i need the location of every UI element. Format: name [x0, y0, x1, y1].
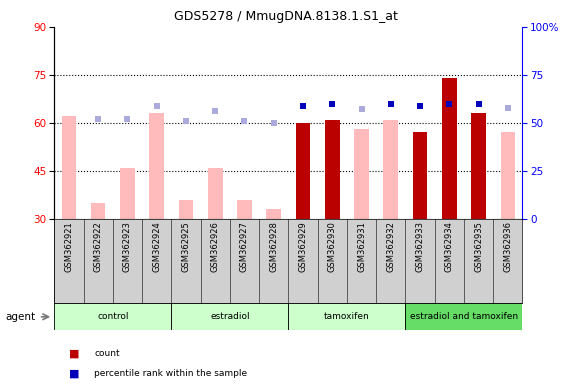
Text: control: control: [97, 312, 128, 321]
Text: GSM362928: GSM362928: [269, 222, 278, 272]
Text: estradiol and tamoxifen: estradiol and tamoxifen: [410, 312, 518, 321]
Bar: [179, 200, 193, 219]
Text: GSM362924: GSM362924: [152, 222, 161, 272]
Text: GSM362929: GSM362929: [299, 222, 308, 272]
Text: agent: agent: [6, 312, 36, 322]
Text: percentile rank within the sample: percentile rank within the sample: [94, 369, 247, 378]
Bar: [208, 168, 223, 219]
Bar: [354, 129, 369, 219]
Bar: [296, 123, 310, 219]
Text: GSM362927: GSM362927: [240, 222, 249, 272]
Text: GSM362932: GSM362932: [386, 222, 395, 272]
Text: GSM362922: GSM362922: [94, 222, 103, 272]
Text: GSM362926: GSM362926: [211, 222, 220, 272]
Text: GSM362925: GSM362925: [182, 222, 191, 272]
Bar: [171, 303, 288, 330]
Bar: [405, 303, 522, 330]
Bar: [54, 303, 171, 330]
Text: count: count: [94, 349, 120, 358]
Bar: [120, 168, 135, 219]
Bar: [501, 132, 515, 219]
Text: tamoxifen: tamoxifen: [324, 312, 370, 321]
Text: GSM362936: GSM362936: [503, 222, 512, 272]
Text: GSM362935: GSM362935: [474, 222, 483, 272]
Bar: [237, 200, 252, 219]
Bar: [325, 120, 340, 219]
Bar: [91, 203, 106, 219]
Text: GSM362933: GSM362933: [416, 222, 425, 272]
Bar: [384, 120, 398, 219]
Text: estradiol: estradiol: [210, 312, 250, 321]
Bar: [413, 132, 427, 219]
Text: GSM362931: GSM362931: [357, 222, 366, 272]
Bar: [150, 113, 164, 219]
Text: GSM362934: GSM362934: [445, 222, 454, 272]
Text: ■: ■: [69, 348, 79, 358]
Bar: [267, 209, 281, 219]
Bar: [442, 78, 457, 219]
Text: GSM362923: GSM362923: [123, 222, 132, 272]
Text: GSM362930: GSM362930: [328, 222, 337, 272]
Text: ■: ■: [69, 368, 79, 378]
Bar: [62, 116, 76, 219]
Text: GDS5278 / MmugDNA.8138.1.S1_at: GDS5278 / MmugDNA.8138.1.S1_at: [174, 10, 397, 23]
Bar: [288, 303, 405, 330]
Bar: [471, 113, 486, 219]
Text: GSM362921: GSM362921: [65, 222, 74, 272]
